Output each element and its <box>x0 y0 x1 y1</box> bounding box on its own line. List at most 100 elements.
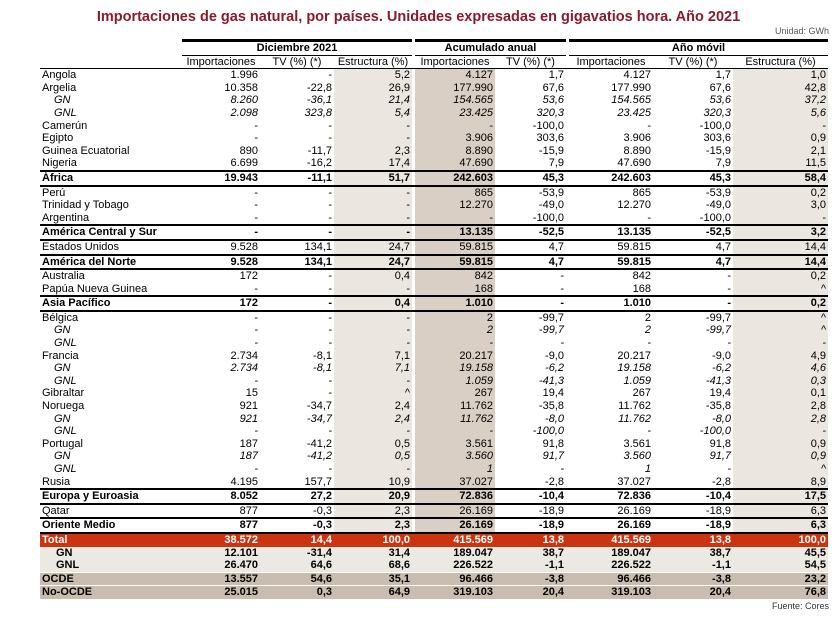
table-row: Argelia 10.358 -22,8 26,9 177.990 67,6 177.990… <box>40 81 828 95</box>
cell-value: 10,9 <box>334 475 412 490</box>
row-label: Total <box>40 532 182 547</box>
cell-value: -31,4 <box>260 546 334 560</box>
cell-value: - <box>727 282 731 295</box>
group-acumulado: Acumulado anual <box>415 39 566 56</box>
cell-value: 319.103 <box>415 585 495 599</box>
cell-value: -41,2 <box>306 450 332 463</box>
cell-value: 8.890 <box>415 144 495 158</box>
cell-value: 2,4 <box>334 412 412 426</box>
cell-value: 100,0 <box>334 532 412 547</box>
cell-value: 100,0 <box>733 532 828 547</box>
cell-value: 319.103 <box>569 585 653 599</box>
row-label: Oriente Medio <box>40 517 182 534</box>
cell-value: 4.127 <box>415 68 495 82</box>
cell-value: 91,8 <box>542 437 564 450</box>
cell-value: -1,1 <box>653 559 733 573</box>
cell-value: -18,9 <box>653 517 733 534</box>
table-row: GN 187 -41,2 0,5 3.560 91,7 3.560 91,7 0,9 <box>40 450 828 463</box>
table-row: Total 38.572 14,4 100,0 415.569 13,8 415.569 13… <box>40 532 828 547</box>
cell-value: - <box>328 282 332 295</box>
row-label: Europa y Euroasia <box>40 488 182 505</box>
cell-value: 8,9 <box>733 475 828 490</box>
cell-value: - <box>254 119 258 132</box>
cell-value: 47.690 <box>617 157 651 170</box>
cell-value: 8.890 <box>623 144 651 157</box>
cell-value: - <box>733 425 828 438</box>
row-label: África <box>40 169 182 187</box>
cell-value: 47.690 <box>415 157 495 171</box>
cell-value: 14,4 <box>733 253 828 271</box>
cell-value: 26.169 <box>415 503 495 519</box>
cell-value: -34,7 <box>306 400 332 413</box>
cell-value: 59.815 <box>617 240 651 253</box>
cell-value: 7,1 <box>334 362 412 375</box>
cell-value: -18,9 <box>538 504 564 517</box>
cell-value: 45,3 <box>653 169 733 187</box>
cell-value: 242.603 <box>415 169 495 187</box>
cell-value: 1,0 <box>733 68 828 82</box>
cell-value: - <box>328 270 332 283</box>
table-row: Trinidad y Tobago - - -12.270 -49,0 12.270 -49… <box>40 199 828 212</box>
cell-value: 23.425 <box>617 106 651 119</box>
table-row: Qatar 877 -0,3 2,3 26.169 -18,9 26.169 -18,9 6,3 <box>40 503 828 519</box>
table-row: GNL - - - - -100,0- -100,0- <box>40 425 828 438</box>
cell-value: 26,9 <box>334 81 412 95</box>
cell-value: 2 <box>644 311 651 324</box>
row-label: GN <box>40 546 182 560</box>
cell-value: - <box>733 119 828 133</box>
cell-value: 2,4 <box>334 400 412 413</box>
column-header: Importaciones <box>569 55 653 70</box>
table-row: Argentina - - - - -100,0- -100,0- <box>40 211 828 226</box>
cell-value: - <box>415 119 495 133</box>
cell-value: -18,9 <box>705 504 731 517</box>
cell-value: 154.565 <box>611 94 651 107</box>
cell-value: 177.990 <box>611 81 651 94</box>
cell-value: 19.943 <box>182 169 260 187</box>
cell-value: -99,7 <box>538 311 564 324</box>
cell-value: ^ <box>733 463 828 476</box>
cell-value: 187 <box>239 450 258 463</box>
cell-value: 4,7 <box>495 253 566 271</box>
row-label: Estados Unidos <box>42 240 120 253</box>
cell-value: -15,9 <box>538 144 564 157</box>
cell-value: ^ <box>334 387 412 401</box>
cell-value: - <box>334 337 412 350</box>
cell-value: - <box>560 463 564 475</box>
cell-value: 187 <box>239 437 258 450</box>
cell-value: 3.560 <box>415 450 495 463</box>
cell-value: 51,7 <box>334 169 412 187</box>
cell-value: 0,2 <box>733 185 828 200</box>
cell-value: - <box>254 337 258 350</box>
table-row: Papúa Nueva Guinea - - -168-168- ^ <box>40 282 828 297</box>
table-row: Noruega 921 -34,7 2,4 11.762 -35,8 11.762 -35,8… <box>40 400 828 413</box>
cell-value: - <box>647 425 651 438</box>
cell-value: 20,9 <box>334 488 412 505</box>
table-row: Australia 172-0,4 842-842-0,2 <box>40 269 828 283</box>
cell-value: 134,1 <box>304 240 332 253</box>
row-label: Guinea Ecuatorial <box>42 144 130 157</box>
cell-value: 96.466 <box>569 571 653 586</box>
cell-value: - <box>647 337 651 350</box>
cell-value: 37,2 <box>733 94 828 107</box>
cell-value: 59.815 <box>415 253 495 271</box>
cell-value: -8,1 <box>313 349 332 362</box>
column-header: Estructura (%) <box>334 55 412 70</box>
cell-value: -100,0 <box>532 211 564 224</box>
cell-value: 2,8 <box>733 400 828 413</box>
row-label: Trinidad y Tobago <box>42 199 129 212</box>
cell-value: 38,7 <box>495 546 566 560</box>
row-label: Francia <box>42 349 79 362</box>
cell-value: 19,4 <box>542 387 564 400</box>
cell-value: 242.603 <box>569 169 653 187</box>
cell-value: 4.195 <box>230 475 258 488</box>
cell-value: - <box>328 132 332 145</box>
cell-value: 38.572 <box>182 532 260 547</box>
cell-value: 11.762 <box>618 400 651 413</box>
row-label: GN <box>54 94 71 107</box>
cell-value: ^ <box>733 282 828 297</box>
cell-value: -8,1 <box>313 362 332 375</box>
cell-value: - <box>334 185 412 200</box>
cell-value: - <box>254 311 258 324</box>
cell-value: -22,8 <box>306 81 332 94</box>
cell-value: -41,3 <box>705 374 731 387</box>
